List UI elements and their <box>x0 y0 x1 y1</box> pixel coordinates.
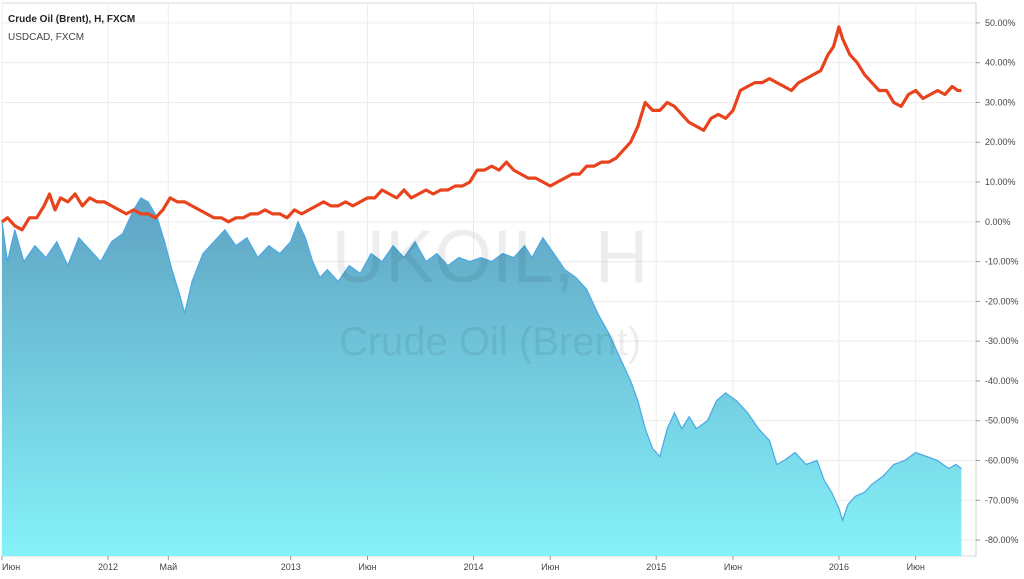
y-tick-label: 20.00% <box>985 137 1016 147</box>
area-series <box>1 197 962 556</box>
watermark-name: Crude Oil (Brent) <box>339 320 641 364</box>
y-tick-label: -10.00% <box>985 257 1019 267</box>
usdcad-line <box>1 25 962 232</box>
x-tick-label: 2016 <box>829 562 849 572</box>
y-tick-label: -50.00% <box>985 416 1019 426</box>
legend-entry-crude-oil: Crude Oil (Brent), H, FXCM <box>8 14 135 25</box>
legend: Crude Oil (Brent), H, FXCM USDCAD, FXCM <box>8 14 135 43</box>
x-tick-label: 2012 <box>98 562 118 572</box>
watermark: UKOIL, H Crude Oil (Brent) <box>332 215 649 364</box>
line-series <box>1 25 962 232</box>
x-tick-label: 2014 <box>463 562 483 572</box>
y-tick-label: -60.00% <box>985 456 1019 466</box>
y-tick-label: 0.00% <box>985 217 1011 227</box>
y-axis-panel <box>977 0 1024 579</box>
x-tick-label: Июн <box>724 562 742 572</box>
watermark-symbol: UKOIL, H <box>332 215 649 298</box>
x-tick-label: Май <box>159 562 177 572</box>
y-tick-label: 50.00% <box>985 18 1016 28</box>
x-tick-label: Июн <box>358 562 376 572</box>
y-tick-label: -30.00% <box>985 336 1019 346</box>
y-tick-label: 10.00% <box>985 177 1016 187</box>
y-tick-label: 40.00% <box>985 58 1016 68</box>
legend-entry-usdcad: USDCAD, FXCM <box>8 32 84 43</box>
crude-oil-line <box>1 197 962 523</box>
crude-oil-area-fill <box>2 197 962 556</box>
y-tick-label: -20.00% <box>985 296 1019 306</box>
y-tick-label: 30.00% <box>985 97 1016 107</box>
x-tick-label: Июн <box>907 562 925 572</box>
x-tick-label: Июн <box>2 562 20 572</box>
y-tick-label: -80.00% <box>985 535 1019 545</box>
x-tick-label: Июн <box>541 562 559 572</box>
x-tick-label: 2013 <box>281 562 301 572</box>
y-tick-label: -40.00% <box>985 376 1019 386</box>
y-tick-label: -70.00% <box>985 495 1019 505</box>
x-tick-label: 2015 <box>646 562 666 572</box>
